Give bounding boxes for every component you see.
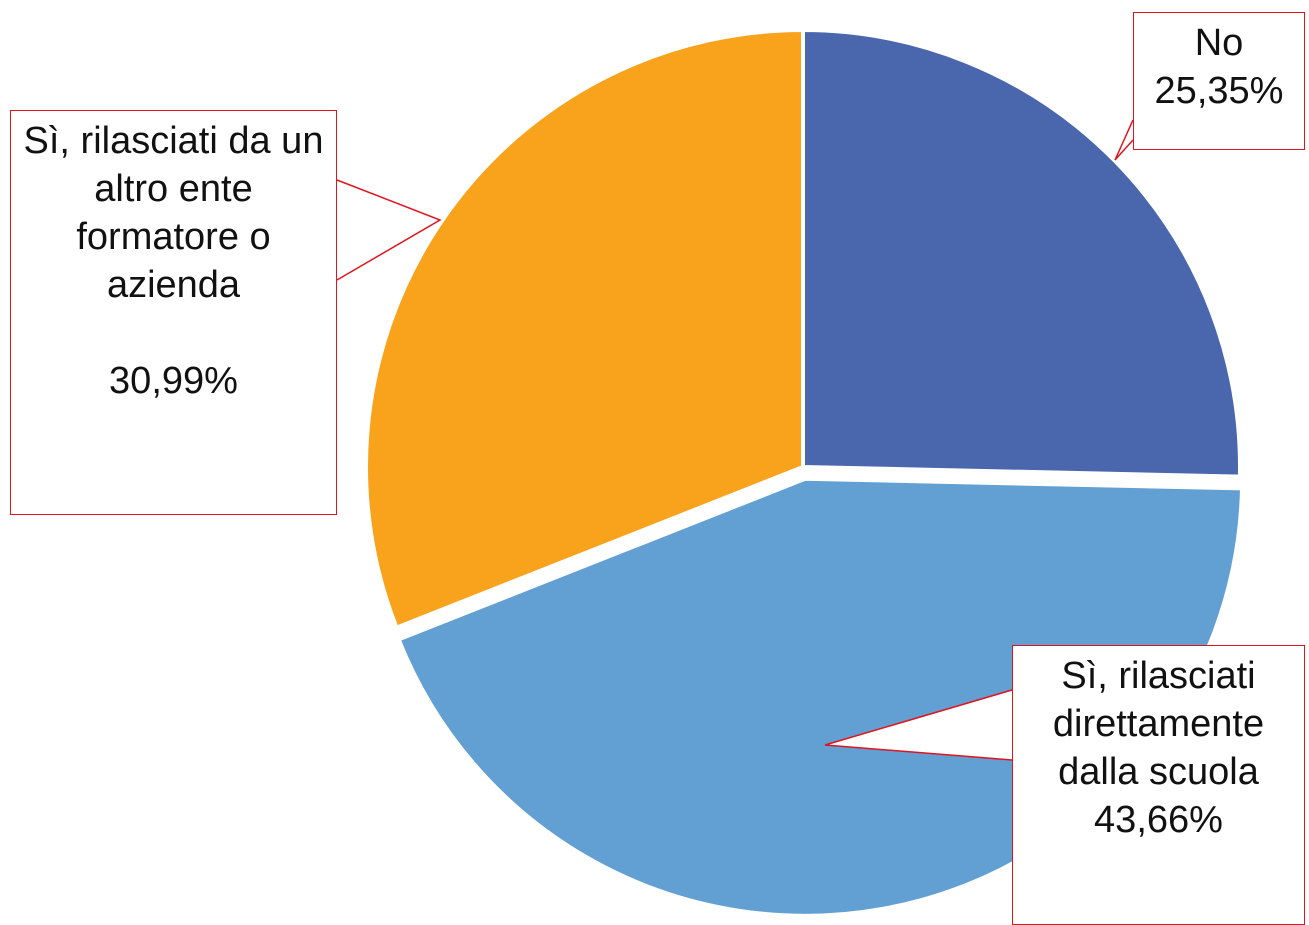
leader-line	[336, 179, 442, 281]
label-value: 25,35%	[1154, 70, 1284, 112]
leader-line	[1114, 119, 1134, 161]
label-category: Sì, rilasciati da un altro ente formator…	[23, 120, 324, 306]
leader-line	[824, 689, 1013, 761]
label-value: 43,66%	[1094, 799, 1223, 841]
label-value: 30,99%	[109, 360, 238, 402]
pie-slice	[801, 27, 1242, 479]
data-label: Sì, rilasciati direttamente dalla scuola…	[1012, 645, 1305, 925]
label-category: No	[1194, 22, 1244, 64]
label-category: Sì, rilasciati direttamente dalla scuola	[1052, 655, 1265, 793]
data-label: Sì, rilasciati da un altro ente formator…	[10, 110, 337, 515]
pie-slice	[364, 27, 805, 631]
data-label: No 25,35%	[1133, 12, 1305, 150]
